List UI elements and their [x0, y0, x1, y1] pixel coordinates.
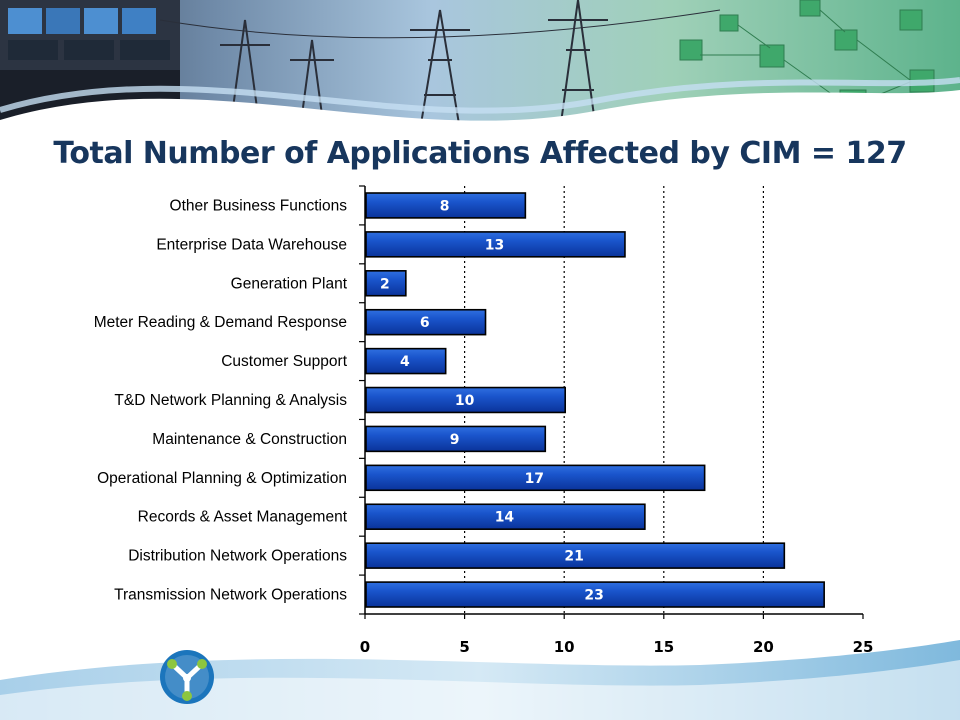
category-label-7: Operational Planning & Optimization — [97, 470, 347, 487]
data-label-4: 4 — [400, 354, 410, 370]
x-tick-label-25: 25 — [853, 638, 874, 656]
category-label-6: Maintenance & Construction — [152, 431, 347, 448]
bar-5 — [365, 386, 566, 414]
data-label-2: 2 — [380, 276, 390, 292]
bar-9 — [365, 542, 786, 569]
x-tick-label-0: 0 — [360, 638, 370, 656]
data-label-8: 14 — [495, 510, 515, 526]
bar-10 — [365, 581, 825, 608]
data-label-5: 10 — [455, 393, 475, 409]
x-tick-label-15: 15 — [653, 638, 674, 656]
bar-8 — [365, 503, 646, 530]
bar-0 — [365, 192, 527, 219]
x-tick-label-20: 20 — [753, 638, 774, 656]
category-label-10: Transmission Network Operations — [114, 587, 347, 604]
category-label-3: Meter Reading & Demand Response — [94, 314, 347, 331]
bar-7 — [365, 464, 706, 492]
footer-banner — [0, 640, 960, 720]
data-label-6: 9 — [450, 432, 460, 448]
category-label-2: Generation Plant — [231, 275, 348, 292]
bar-3 — [365, 308, 487, 336]
page-title: Total Number of Applications Affected by… — [53, 136, 907, 171]
bar-6 — [365, 425, 547, 453]
category-label-9: Distribution Network Operations — [128, 548, 347, 565]
data-label-3: 6 — [420, 315, 430, 331]
category-label-0: Other Business Functions — [170, 197, 348, 214]
category-label-1: Enterprise Data Warehouse — [156, 236, 347, 253]
bar-4 — [365, 347, 447, 375]
bar-2 — [365, 270, 407, 297]
header-banner — [0, 0, 960, 150]
data-label-10: 23 — [584, 588, 603, 604]
data-label-1: 13 — [485, 237, 504, 253]
x-tick-label-5: 5 — [459, 638, 469, 656]
category-label-4: Customer Support — [221, 353, 347, 370]
data-label-7: 17 — [525, 471, 544, 487]
category-label-5: T&D Network Planning & Analysis — [114, 392, 347, 409]
bar-1 — [365, 231, 626, 258]
tri-node-logo-icon — [160, 650, 214, 704]
category-label-8: Records & Asset Management — [138, 509, 348, 526]
data-label-9: 21 — [564, 549, 583, 565]
data-label-0: 8 — [440, 198, 450, 214]
x-tick-label-10: 10 — [554, 638, 575, 656]
